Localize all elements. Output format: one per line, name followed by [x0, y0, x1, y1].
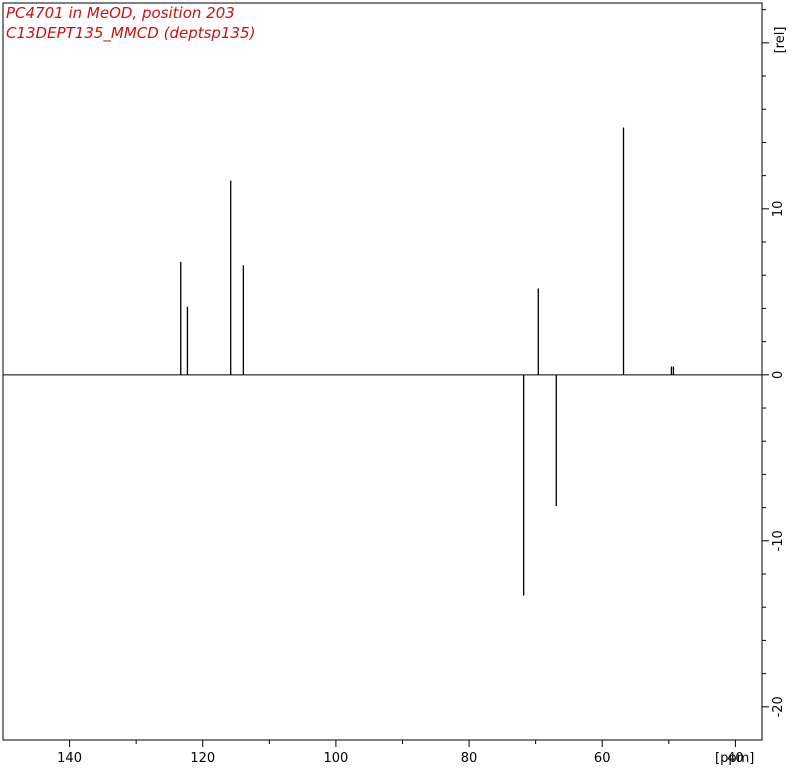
x-axis-ticks: 140 120 100 80 60 40: [57, 740, 744, 766]
y-axis-label: [rel]: [773, 27, 788, 54]
spectrum-subtitle: C13DEPT135_MMCD (deptsp135): [6, 24, 256, 42]
y-tick-label: 0: [771, 371, 786, 379]
plot-frame: [2, 2, 763, 741]
y-tick-label: 10: [771, 201, 786, 218]
x-tick-label: 100: [323, 751, 348, 766]
y-tick-label: -20: [771, 696, 786, 717]
x-tick-label: 120: [190, 751, 215, 766]
y-tick-label: -10: [771, 530, 786, 551]
x-tick-label: 140: [57, 751, 82, 766]
spectrum-title: PC4701 in MeOD, position 203: [6, 4, 235, 22]
x-tick-label: 80: [461, 751, 478, 766]
spectrum-trace: [3, 127, 762, 596]
y-axis-ticks: 10 0 -10 -20: [762, 9, 786, 717]
x-tick-label: 60: [594, 751, 611, 766]
x-tick-label: 40: [727, 751, 744, 766]
x-axis-label: [ppm]: [715, 751, 754, 766]
